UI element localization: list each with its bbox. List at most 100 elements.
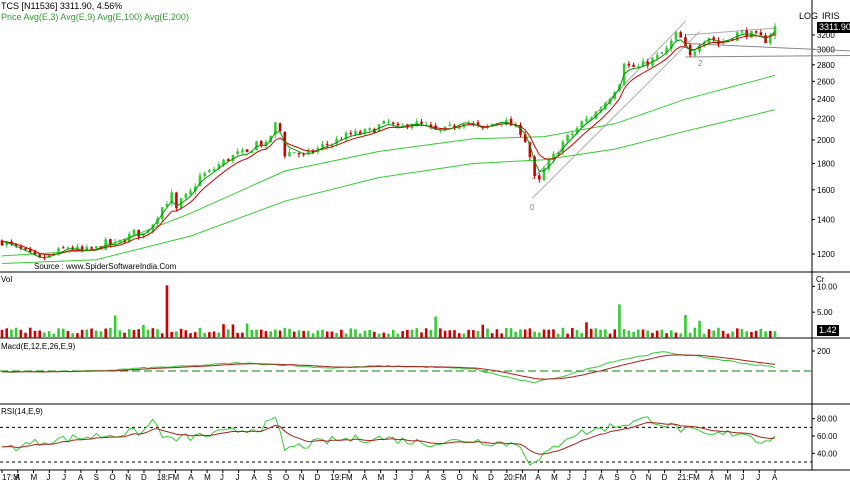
volume-bar	[146, 329, 150, 338]
volume-bar	[472, 330, 475, 338]
x-tick-label: M	[551, 473, 558, 482]
volume-bar	[118, 330, 122, 338]
volume-bar	[57, 328, 60, 338]
candle-body	[655, 54, 659, 59]
volume-bar	[283, 327, 287, 338]
volume-bar	[627, 330, 631, 338]
rsi-tick-label: 80.00	[817, 415, 838, 424]
volume-bar	[490, 333, 494, 338]
volume-bar	[646, 330, 650, 338]
x-tick-label: 18:F	[157, 473, 173, 482]
change-percent: 4.56%	[96, 1, 123, 11]
volume-bar	[170, 331, 173, 338]
volume-bar	[377, 333, 381, 338]
avg-200-line	[1, 109, 776, 264]
volume-bar	[486, 328, 489, 338]
candle-body	[203, 173, 206, 177]
volume-bar	[208, 332, 211, 338]
volume-bar	[448, 330, 452, 338]
channel-mid-line	[685, 43, 850, 52]
price-tick-label: 2800	[817, 61, 835, 70]
volume-bar	[396, 333, 400, 338]
candle-body	[523, 134, 527, 142]
x-tick-label: S	[441, 473, 446, 482]
volume-bar	[269, 331, 272, 338]
volume-bar	[684, 315, 687, 338]
x-tick-label: J	[393, 473, 397, 482]
x-tick-label: 20:F	[504, 473, 520, 482]
candle-body	[429, 124, 433, 127]
volume-bar	[156, 329, 159, 338]
candle-body	[698, 45, 701, 52]
candle-body	[47, 254, 51, 258]
volume-tick-label: 5.00	[817, 308, 833, 317]
volume-bar	[85, 329, 89, 338]
volume-bar	[241, 332, 244, 338]
volume-bar	[344, 333, 348, 338]
volume-bar	[33, 330, 37, 338]
volume-bar	[773, 331, 777, 338]
volume-bar	[330, 331, 334, 338]
candle-body	[28, 248, 32, 252]
candle-body	[118, 239, 122, 243]
x-tick-label: M	[346, 473, 353, 482]
volume-bar	[721, 330, 725, 338]
volume-bar	[198, 327, 202, 338]
volume-bar	[707, 329, 711, 338]
x-tick-label: N	[125, 473, 131, 482]
x-tick-label: A	[362, 473, 368, 482]
volume-panel-label: Vol	[1, 275, 13, 284]
price-tick-label: 1600	[817, 186, 835, 195]
x-tick-label: O	[630, 473, 636, 482]
price-tick-label: 2600	[817, 77, 835, 86]
volume-bar	[175, 331, 178, 338]
price-tick-label: 2400	[817, 95, 835, 104]
candle-body	[646, 61, 650, 66]
volume-bar	[585, 322, 588, 338]
volume-bar	[245, 323, 249, 338]
volume-bar	[523, 329, 527, 338]
volume-bar	[514, 331, 518, 338]
candle-body	[250, 151, 254, 153]
candle-body	[57, 248, 60, 255]
x-tick-label: M	[204, 473, 211, 482]
avg-100-line	[1, 74, 776, 257]
candle-body	[217, 164, 221, 169]
volume-tick-label: 10.00	[817, 282, 838, 291]
volume-bar	[745, 331, 749, 338]
candle-body	[231, 154, 235, 162]
x-tick-label: M	[693, 473, 700, 482]
candle-body	[561, 141, 565, 152]
candle-body	[307, 150, 310, 154]
log-toggle[interactable]: LOG	[799, 11, 819, 21]
volume-bar	[368, 329, 371, 338]
price-tick-label: 2000	[817, 136, 835, 145]
volume-bar	[340, 329, 343, 338]
candle-body	[335, 138, 338, 144]
candle-body	[396, 123, 400, 126]
candle-body	[674, 32, 678, 41]
candle-body	[571, 133, 574, 136]
price-tick-label: 1800	[817, 159, 835, 168]
volume-bar	[528, 328, 532, 338]
volume-bar	[632, 331, 635, 338]
candle-body	[387, 121, 390, 123]
candle-body	[184, 193, 188, 199]
volume-bar	[66, 330, 70, 338]
candle-body	[594, 111, 598, 119]
volume-bar	[410, 329, 414, 338]
candle-body	[740, 31, 744, 33]
candle-body	[226, 159, 230, 161]
volume-bar	[401, 331, 404, 338]
volume-bar	[259, 329, 263, 338]
candle-body	[679, 32, 683, 38]
candle-body	[354, 130, 357, 135]
volume-bar	[509, 328, 513, 338]
x-tick-label: J	[583, 473, 587, 482]
x-tick-label: J	[220, 473, 224, 482]
volume-bar	[255, 329, 258, 338]
volume-bar	[47, 331, 51, 338]
volume-bar	[335, 333, 338, 338]
candle-body	[641, 61, 645, 67]
volume-bar	[505, 328, 508, 338]
